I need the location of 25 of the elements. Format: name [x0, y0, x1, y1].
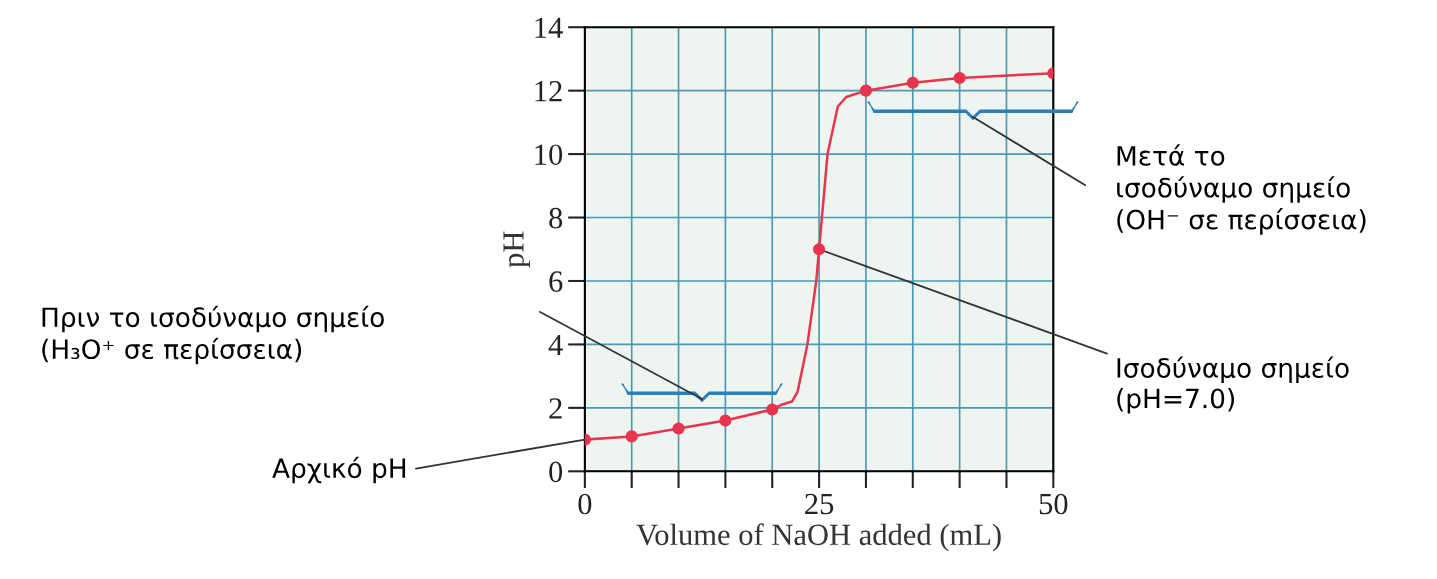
x-tick-label: 25: [805, 493, 834, 515]
point: [766, 403, 779, 416]
y-tick-label: 14: [535, 17, 563, 38]
point: [719, 414, 732, 427]
y-tick-label: 0: [549, 461, 563, 483]
annotation: Ισοδύναμο σημείο (pH=7.0): [1117, 356, 1349, 414]
y-tick-label: 10: [535, 144, 563, 165]
x-axis-title: Volume of NaOH added (mL): [636, 523, 1001, 552]
text: Μετά το ισοδύναμο σημείο (OH⁻ σε περίσσεια): [1117, 144, 1366, 235]
point: [813, 243, 826, 256]
x-tick-label: 0: [578, 493, 592, 515]
y-tick-label: 12: [535, 81, 562, 102]
y-tick-label: 4: [548, 334, 563, 356]
point: [625, 430, 638, 443]
point: [906, 76, 919, 89]
point: [859, 84, 873, 97]
x-tick-label: 50: [1039, 493, 1068, 515]
y-tick-label: 6: [549, 271, 563, 292]
y-tick-label: 8: [549, 207, 563, 229]
y-axis-title: pH: [503, 231, 530, 268]
text: Πριν το ισοδύναμο σημείο (H₃O⁺ σε περίσσεια): [42, 305, 384, 365]
y-tick-label: 2: [549, 398, 562, 419]
point: [953, 71, 966, 85]
annotation: Αρχικό pH: [272, 456, 406, 484]
point: [672, 422, 685, 435]
